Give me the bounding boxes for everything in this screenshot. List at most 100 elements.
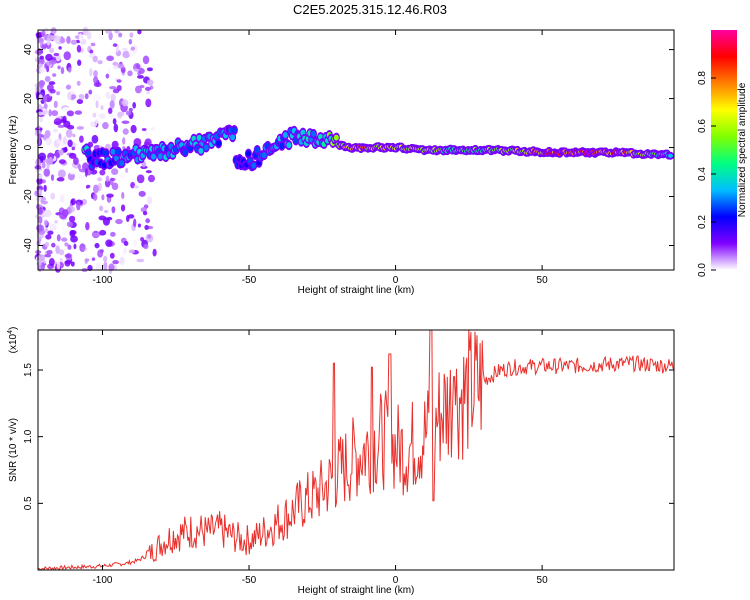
noise-blob — [79, 245, 86, 251]
noise-blob — [138, 68, 145, 74]
noise-blob — [67, 91, 72, 101]
noise-blob — [99, 169, 106, 176]
y-tick-label: 1.0 — [23, 429, 34, 443]
noise-blob — [145, 170, 152, 174]
noise-blob — [122, 128, 129, 135]
noise-blob — [140, 237, 145, 242]
x-tick-label: 50 — [537, 275, 549, 286]
noise-blob — [91, 257, 96, 261]
noise-blob — [134, 85, 142, 94]
snr-y-axis-label: SNR (10 * v/v) — [8, 418, 19, 482]
noise-blob — [45, 137, 53, 146]
noise-blob — [59, 212, 68, 220]
noise-blob — [37, 174, 44, 179]
noise-blob — [120, 204, 126, 212]
snr-series — [37, 329, 675, 571]
noise-blob — [130, 124, 137, 134]
noise-blob — [137, 29, 142, 35]
noise-blob — [132, 102, 137, 109]
noise-blob — [106, 55, 114, 62]
noise-blob — [101, 194, 105, 201]
noise-blob — [103, 255, 108, 263]
noise-blob — [48, 109, 52, 117]
x-tick-label: 0 — [393, 575, 399, 586]
noise-blob — [111, 206, 116, 214]
noise-blob — [37, 207, 43, 215]
y-tick-label: 20 — [23, 93, 34, 105]
noise-blob — [138, 190, 146, 197]
noise-blob — [137, 74, 144, 79]
ridge-core — [216, 140, 222, 147]
noise-blob — [118, 173, 126, 179]
noise-blob — [93, 94, 101, 102]
noise-blob — [144, 224, 149, 230]
noise-blob — [66, 36, 71, 44]
noise-blob — [94, 116, 102, 124]
noise-blob — [125, 167, 129, 173]
noise-blob — [36, 125, 41, 130]
spectrogram-y-ticks: -40 -20 0 20 40 — [23, 44, 674, 253]
noise-blob — [133, 239, 138, 247]
noise-blob — [89, 49, 94, 54]
noise-blob — [52, 73, 57, 77]
noise-blob — [105, 91, 111, 100]
noise-blob — [136, 174, 145, 184]
ridge-core — [279, 142, 285, 149]
ridge-core — [282, 132, 288, 139]
noise-blob — [119, 256, 125, 266]
noise-blob — [147, 174, 155, 183]
noise-blob — [127, 70, 133, 77]
snr-x-axis-label: Height of straight line (km) — [298, 585, 415, 596]
noise-blob — [93, 76, 99, 84]
noise-blob — [64, 253, 72, 258]
noise-blob — [76, 126, 85, 130]
noise-blob — [49, 223, 57, 231]
noise-blob — [61, 225, 66, 232]
noise-blob — [38, 152, 47, 161]
noise-blob — [38, 94, 43, 101]
noise-blob — [40, 200, 49, 205]
noise-blob — [41, 44, 47, 50]
noise-blob — [145, 98, 152, 108]
noise-blob — [51, 110, 59, 117]
noise-blob — [64, 260, 71, 267]
noise-blob — [44, 76, 51, 83]
ridge-core — [333, 134, 339, 141]
noise-blob — [45, 53, 53, 62]
noise-blob — [58, 159, 66, 165]
noise-blob — [39, 80, 45, 89]
x-tick-label: -100 — [92, 275, 112, 286]
noise-blob — [43, 184, 47, 192]
noise-blob — [59, 37, 66, 44]
noise-blob — [152, 248, 157, 257]
snr-line — [37, 329, 675, 571]
noise-blob — [123, 247, 128, 255]
noise-blob — [70, 261, 75, 267]
noise-blob — [137, 223, 141, 228]
noise-blob — [69, 167, 76, 175]
noise-blob — [145, 131, 149, 136]
snr-plot-area — [38, 330, 674, 570]
noise-blob — [128, 38, 133, 45]
noise-blob — [71, 146, 76, 151]
noise-blob — [116, 79, 122, 83]
noise-blob — [56, 234, 61, 242]
noise-blob — [74, 110, 83, 115]
y-tick-label: -20 — [23, 189, 34, 204]
noise-blob — [36, 261, 42, 267]
noise-blob — [54, 35, 63, 45]
noise-blob — [76, 44, 82, 53]
y-tick-label: -40 — [23, 238, 34, 253]
noise-blob — [141, 127, 147, 132]
ridge-core — [286, 142, 292, 149]
noise-blob — [143, 243, 149, 250]
noise-blob — [43, 168, 51, 177]
noise-blob — [46, 249, 53, 255]
noise-blob — [36, 234, 45, 239]
ridge-core — [150, 153, 156, 160]
noise-blob — [92, 193, 98, 201]
noise-blob — [150, 126, 155, 131]
noise-blob — [46, 65, 50, 73]
noise-blob — [146, 91, 150, 95]
noise-blob — [86, 184, 91, 189]
